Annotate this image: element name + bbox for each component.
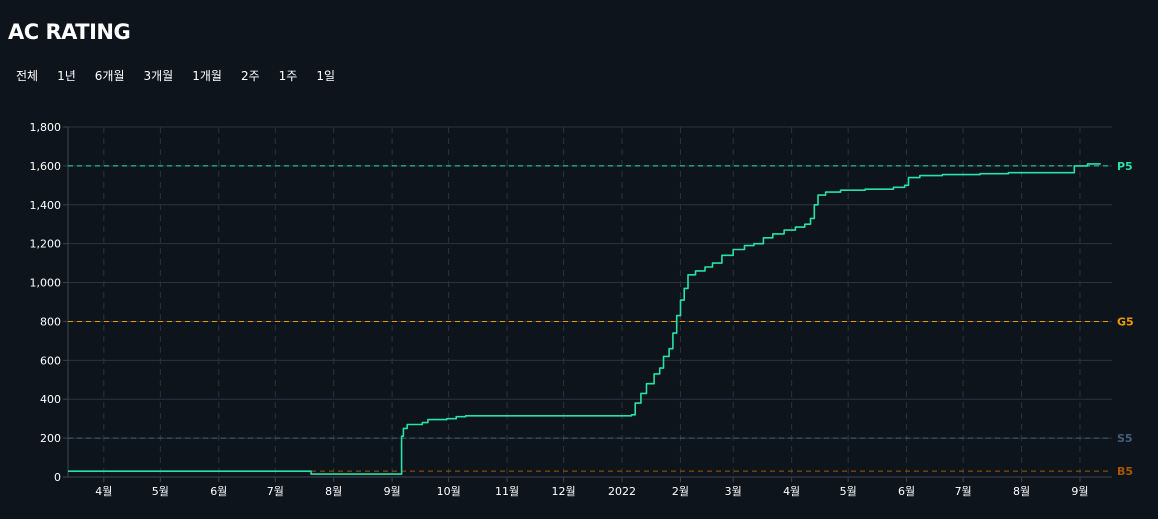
y-tick-label: 1,000 — [30, 277, 62, 290]
y-tick-label: 600 — [40, 354, 61, 367]
y-tick-label: 0 — [54, 471, 61, 484]
tab-1-year[interactable]: 1년 — [57, 69, 76, 83]
x-tick-label: 8월 — [1013, 485, 1030, 498]
x-tick-label: 9월 — [1071, 485, 1088, 498]
x-tick-label: 8월 — [325, 485, 342, 498]
ref-label-b5: B5 — [1117, 465, 1133, 478]
tab-1-month[interactable]: 1개월 — [192, 69, 222, 83]
x-tick-label: 12월 — [552, 485, 576, 498]
page-title: AC RATING — [8, 20, 131, 44]
x-tick-label: 6월 — [898, 485, 915, 498]
tab-1-day[interactable]: 1일 — [316, 69, 335, 83]
x-tick-label: 6월 — [210, 485, 227, 498]
x-tick-label: 3월 — [725, 485, 742, 498]
tab-3-months[interactable]: 3개월 — [143, 69, 174, 83]
x-tick-label: 10월 — [437, 485, 461, 498]
series-line-0 — [68, 163, 1101, 475]
x-tick-label: 9월 — [384, 485, 401, 498]
ref-label-g5: G5 — [1117, 315, 1134, 328]
x-tick-label: 4월 — [783, 485, 800, 498]
y-tick-label: 1,800 — [30, 121, 62, 134]
y-tick-label: 800 — [40, 315, 61, 328]
x-tick-label: 2022 — [608, 485, 636, 498]
y-tick-label: 1,600 — [30, 160, 62, 173]
x-tick-label: 5월 — [152, 485, 169, 498]
x-tick-label: 2월 — [672, 485, 689, 498]
y-tick-label: 1,200 — [30, 238, 62, 251]
x-tick-label: 11월 — [495, 485, 519, 498]
tab-all[interactable]: 전체 — [16, 69, 39, 83]
range-tabs: 전체 1년 6개월 3개월 1개월 2주 1주 1일 — [16, 67, 354, 84]
y-tick-label: 1,400 — [30, 199, 62, 212]
x-tick-label: 4월 — [95, 485, 112, 498]
tab-1-week[interactable]: 1주 — [278, 69, 298, 83]
tab-6-months[interactable]: 6개월 — [94, 69, 125, 83]
y-tick-label: 400 — [40, 393, 61, 406]
x-tick-label: 5월 — [840, 485, 857, 498]
y-tick-label: 200 — [40, 432, 61, 445]
ref-label-p5: P5 — [1117, 160, 1133, 173]
ref-label-s5: S5 — [1117, 432, 1133, 445]
x-tick-label: 7월 — [267, 485, 284, 498]
tab-2-weeks[interactable]: 2주 — [240, 69, 260, 83]
x-tick-label: 7월 — [955, 485, 972, 498]
